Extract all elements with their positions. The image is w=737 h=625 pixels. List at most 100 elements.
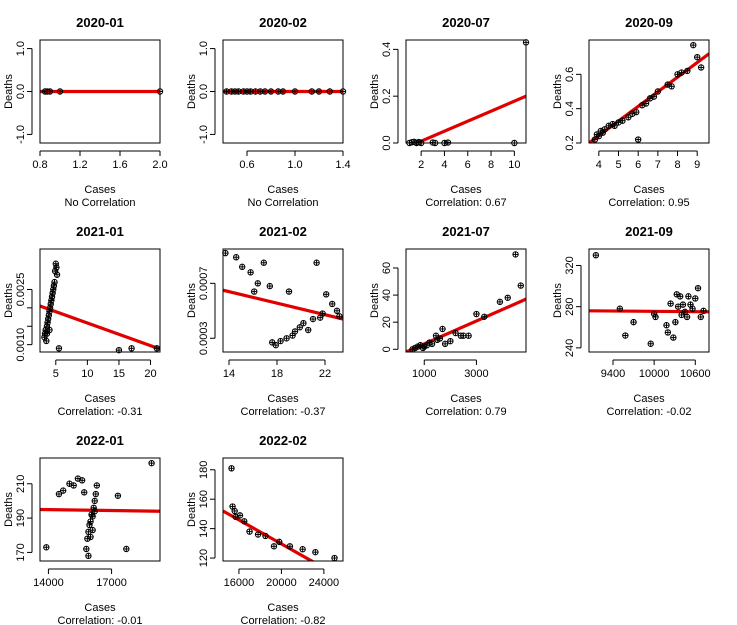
data-point — [91, 508, 98, 515]
chart-title: 2020-01 — [76, 15, 124, 30]
data-point — [685, 293, 692, 300]
data-point — [266, 282, 273, 290]
data-point — [647, 340, 654, 347]
data-point — [270, 543, 278, 550]
data-point — [672, 318, 679, 326]
x-tick-label: 4 — [596, 159, 602, 171]
data-point — [254, 280, 261, 287]
data-point — [45, 312, 53, 319]
y-tick-label: 120 — [198, 549, 210, 567]
data-point — [677, 293, 684, 300]
data-point — [309, 315, 317, 323]
data-point — [272, 341, 279, 349]
chart-panel-2021-09: 2021-09 9400 10000 10600 240 280 320 CasesCorre… — [552, 224, 711, 418]
data-point — [650, 93, 658, 100]
y-axis-label: Deaths — [3, 283, 15, 318]
data-point — [308, 88, 315, 95]
data-point — [452, 329, 459, 337]
data-point — [276, 538, 283, 546]
data-point — [439, 325, 446, 333]
plot-frame — [588, 248, 710, 353]
data-point — [668, 83, 675, 90]
chart-title: 2021-07 — [442, 224, 490, 239]
x-axis-label: Cases — [84, 184, 116, 196]
data-point — [123, 545, 130, 553]
regression-line — [40, 507, 160, 513]
y-axis-label: Deaths — [369, 74, 381, 109]
regression-line — [406, 297, 526, 352]
data-point — [333, 307, 341, 314]
x-axis-label: Cases — [267, 602, 299, 614]
x-tick-label: 17000 — [96, 577, 127, 589]
data-point — [50, 286, 57, 293]
data-point — [319, 310, 326, 317]
data-point — [228, 465, 235, 472]
plot-frame — [405, 39, 527, 144]
data-point — [87, 533, 94, 541]
data-point — [55, 490, 63, 498]
chart-panel-2020-07: 2020-07 2 4 6 8 10 0.0 0.2 0.4 CasesCorrelation: … — [369, 15, 530, 209]
plot-frame — [39, 39, 161, 144]
y-tick-label: 0.2 — [381, 89, 393, 104]
correlation-caption: Correlation: 0.95 — [608, 197, 689, 209]
x-tick-label: 16000 — [224, 577, 255, 589]
data-point — [694, 284, 702, 292]
data-point — [291, 88, 299, 95]
data-point — [326, 88, 333, 95]
data-point — [601, 126, 608, 133]
y-tick-label: -1.0 — [15, 125, 27, 144]
data-point — [299, 546, 306, 553]
data-point — [663, 322, 670, 329]
data-point — [622, 332, 629, 339]
y-axis-label: Deaths — [3, 74, 15, 109]
plot-frame — [39, 457, 161, 562]
x-axis-label: Cases — [267, 184, 299, 196]
correlation-caption: No Correlation — [248, 197, 319, 209]
data-point — [87, 518, 94, 525]
data-point — [56, 88, 64, 95]
data-point — [86, 521, 93, 529]
data-point — [625, 114, 632, 121]
y-tick-label: 210 — [15, 475, 27, 493]
data-point — [697, 313, 704, 321]
chart-title: 2022-02 — [259, 433, 307, 448]
data-point — [693, 53, 701, 61]
data-point — [89, 526, 96, 534]
x-tick-label: 4 — [441, 159, 447, 171]
data-point — [481, 313, 488, 320]
data-point — [283, 335, 290, 342]
x-tick-label: 10000 — [639, 368, 670, 380]
x-tick-label: 1.4 — [335, 159, 350, 171]
x-tick-label: 7 — [655, 159, 661, 171]
data-point — [331, 554, 338, 562]
plot-frame — [222, 39, 344, 144]
y-tick-label: 0.0003 — [198, 321, 210, 355]
x-tick-label: 6 — [465, 159, 471, 171]
plot-frame — [222, 457, 344, 562]
x-tick-label: 6 — [635, 159, 641, 171]
chart-title: 2020-02 — [259, 15, 307, 30]
data-point — [45, 315, 52, 323]
data-point — [619, 117, 626, 124]
x-axis-label: Cases — [450, 184, 482, 196]
x-tick-label: 0.8 — [32, 159, 47, 171]
data-point — [128, 345, 135, 352]
data-point — [279, 88, 287, 95]
data-point — [70, 482, 77, 489]
y-tick-label: 0.0007 — [198, 267, 210, 301]
y-tick-label: 0.4 — [381, 42, 393, 57]
regression-line — [412, 94, 526, 143]
data-point — [664, 329, 672, 336]
x-tick-label: 1000 — [412, 368, 436, 380]
data-point — [592, 251, 600, 259]
data-point — [428, 340, 436, 348]
chart-title: 2021-02 — [259, 224, 307, 239]
x-tick-label: 2 — [418, 159, 424, 171]
x-tick-label: 18 — [271, 368, 283, 380]
x-axis-label: Cases — [267, 393, 299, 405]
chart-panel-2021-07: 2021-07 1000 3000 0 20 40 60 CasesCorrelation: … — [369, 224, 527, 418]
chart-title: 2020-09 — [625, 15, 673, 30]
y-tick-label: 320 — [564, 256, 576, 274]
data-point — [47, 300, 54, 308]
